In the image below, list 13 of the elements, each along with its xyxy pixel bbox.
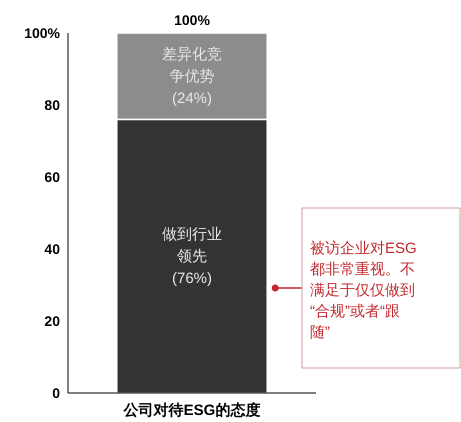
data-label: (76%): [172, 270, 212, 288]
y-tick-label: 80: [44, 97, 60, 113]
y-tick-label: 20: [44, 313, 60, 329]
y-tick-label: 60: [44, 169, 60, 185]
series-label: 差异化竞争优势: [162, 46, 222, 86]
text: 被访企业对ESG都非常重视。不满足于仅仅做到“合规”或者“跟随”: [310, 240, 417, 341]
data-label: (24%): [172, 90, 212, 108]
total-label: 100%: [174, 12, 210, 28]
y-tick-label: 40: [44, 241, 60, 257]
x-tick-label: 公司对待ESG的态度: [122, 401, 260, 419]
series-label: 做到行业领先: [162, 226, 222, 266]
y-tick-label: 100%: [24, 25, 61, 41]
y-tick-label: 0: [52, 385, 60, 401]
